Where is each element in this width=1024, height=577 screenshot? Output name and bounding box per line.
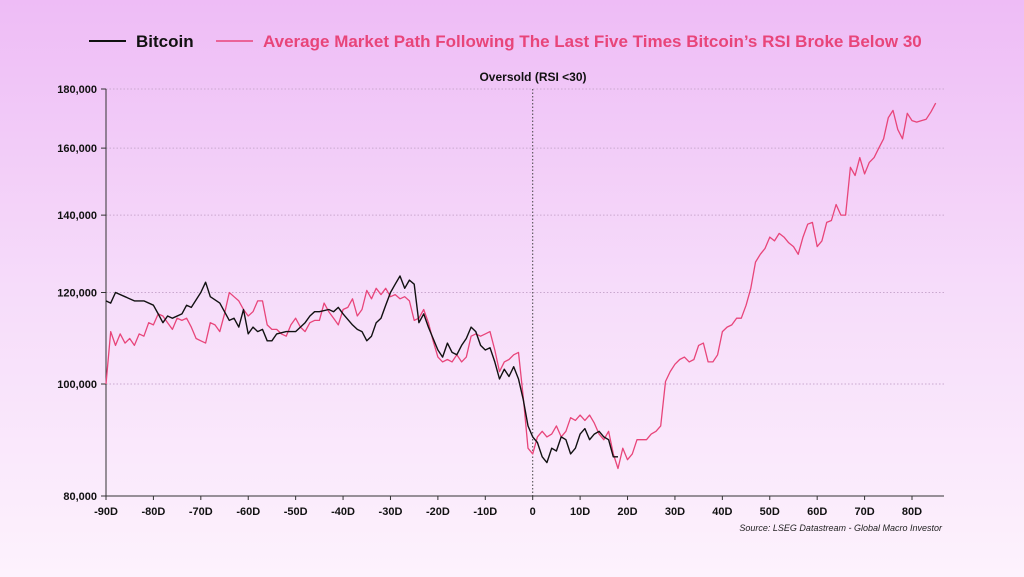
x-tick-label: 20D [617, 506, 637, 518]
legend-label-average-path: Average Market Path Following The Last F… [263, 32, 922, 51]
y-tick-label: 160,000 [57, 143, 97, 155]
x-tick-label: -50D [284, 506, 308, 518]
x-tick-label: -20D [426, 506, 450, 518]
y-tick-label: 180,000 [57, 84, 97, 96]
x-tick-label: 80D [902, 506, 922, 518]
x-tick-label: 0 [530, 506, 536, 518]
source-note: Source: LSEG Datastream - Global Macro I… [739, 523, 943, 533]
x-tick-label: -40D [331, 506, 355, 518]
series-lines [105, 102, 937, 470]
x-tick-label: 70D [854, 506, 874, 518]
y-tick-label: 140,000 [57, 210, 97, 222]
x-tick-label: -70D [189, 506, 213, 518]
x-tick-label: -10D [473, 506, 497, 518]
oversold-annotation: Oversold (RSI <30) [479, 70, 586, 84]
x-tick-label: -30D [379, 506, 403, 518]
y-tick-label: 80,000 [63, 491, 97, 503]
legend: Bitcoin Average Market Path Following Th… [89, 32, 922, 51]
y-tick-label: 100,000 [57, 379, 97, 391]
x-tick-label: 10D [570, 506, 590, 518]
x-tick-label: 50D [760, 506, 780, 518]
x-tick-label: -60D [236, 506, 260, 518]
x-tick-label: 60D [807, 506, 827, 518]
series-line-average-path [105, 102, 937, 470]
x-tick-label: -80D [141, 506, 165, 518]
x-tick-label: -90D [94, 506, 118, 518]
x-tick-label: 40D [712, 506, 732, 518]
axes: 80,000 100,000 120,000 140,000 160,000 180,00… [57, 84, 944, 518]
series-line-bitcoin [105, 275, 618, 464]
y-tick-label: 120,000 [57, 288, 97, 300]
gridlines [106, 88, 944, 496]
legend-label-bitcoin: Bitcoin [136, 32, 194, 51]
x-tick-label: 30D [665, 506, 685, 518]
